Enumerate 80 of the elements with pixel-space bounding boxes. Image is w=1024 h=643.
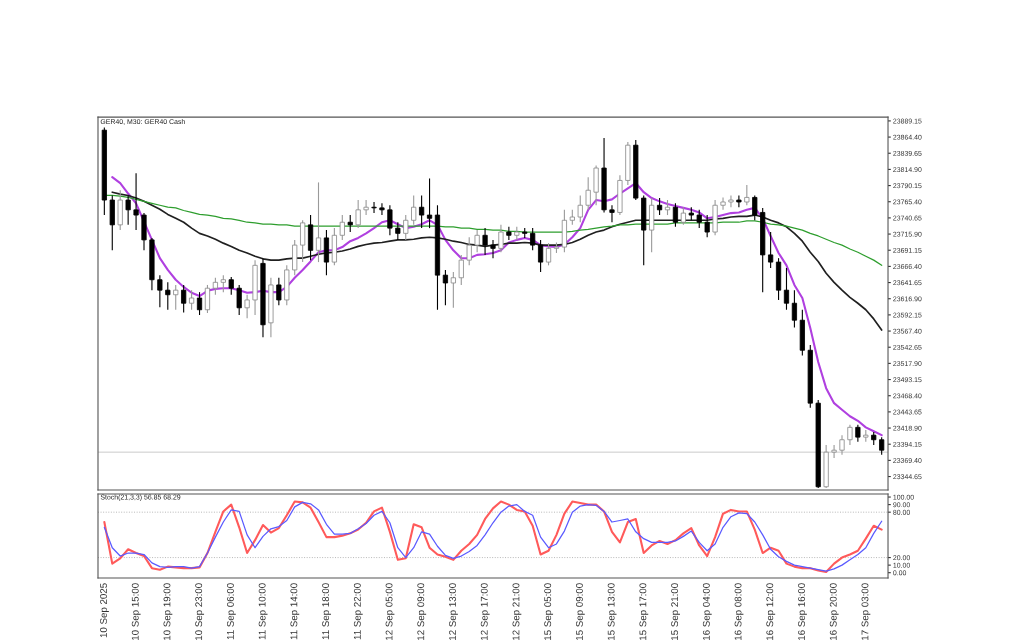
candlestick: [236, 284, 242, 316]
x-tick-label: 15 Sep 09:00: [575, 583, 585, 640]
candlestick: [545, 242, 552, 266]
candlestick: [783, 267, 790, 311]
candlestick: [458, 254, 464, 286]
candlestick: [133, 172, 139, 231]
candlestick: [696, 209, 702, 229]
x-tick-label: 11 Sep 14:00: [290, 583, 300, 640]
candlestick: [498, 224, 504, 253]
candlestick: [188, 289, 195, 311]
line-series: [111, 176, 883, 437]
candlestick: [537, 239, 544, 273]
candlestick: [355, 199, 361, 229]
candlestick: [173, 284, 179, 311]
candlestick: [752, 194, 758, 221]
x-tick-label: 17 Sep 03:00: [861, 583, 871, 640]
candlestick: [450, 271, 456, 309]
candlestick: [831, 444, 837, 459]
candlestick: [442, 269, 449, 306]
x-tick-label: 10 Sep 23:00: [195, 583, 205, 640]
candlestick: [196, 291, 203, 316]
candlestick: [672, 202, 679, 228]
candlestick: [157, 274, 163, 308]
candlestick: [426, 177, 433, 229]
x-tick-label: 16 Sep 12:00: [766, 583, 776, 640]
x-tick-label: 12 Sep 13:00: [449, 583, 458, 640]
candlestick: [704, 214, 710, 238]
candlestick: [276, 277, 282, 306]
candlestick: [339, 214, 345, 241]
candlestick: [363, 199, 369, 216]
candlestick: [165, 281, 171, 311]
candlestick: [585, 176, 591, 211]
candlestick: [490, 239, 496, 259]
candlestick: [315, 181, 322, 263]
candlestick: [466, 236, 472, 266]
x-tick-label: 11 Sep 18:00: [322, 583, 331, 640]
candlestick: [474, 229, 480, 253]
x-tick-label: 12 Sep 17:00: [480, 583, 490, 640]
x-tick-label: 15 Sep 13:00: [607, 583, 617, 640]
candlestick: [204, 284, 211, 314]
candlestick: [847, 424, 853, 446]
candlestick: [125, 194, 131, 226]
x-tick-label: 16 Sep 08:00: [734, 583, 744, 640]
x-tick-label: 15 Sep 17:00: [639, 583, 649, 640]
x-tick-label: 12 Sep 05:00: [385, 583, 395, 640]
candlestick: [411, 194, 417, 226]
candlestick: [181, 284, 187, 313]
x-tick-label: 16 Sep 16:00: [798, 583, 807, 640]
candlestick: [371, 201, 377, 214]
candlestick: [403, 214, 409, 241]
candlestick: [728, 194, 734, 208]
candlestick: [244, 294, 250, 319]
x-tick-label: 10 Sep 15:00: [131, 583, 141, 640]
candlestick: [482, 227, 488, 256]
x-tick-label: 12 Sep 09:00: [417, 583, 427, 640]
x-tick-label: 10 Sep 19:00: [163, 583, 173, 640]
candlestick: [577, 194, 583, 223]
x-tick-label: 12 Sep 21:00: [512, 583, 522, 640]
candlestick: [791, 289, 798, 328]
candlestick: [300, 219, 306, 263]
x-tick-label: 15 Sep 21:00: [671, 583, 680, 640]
candlestick: [744, 184, 750, 206]
x-tick-label: 16 Sep 04:00: [702, 583, 712, 640]
x-tick-label: 11 Sep 06:00: [226, 583, 236, 640]
candlestick: [720, 196, 726, 211]
line-series: [111, 191, 883, 331]
x-tick-label: 15 Sep 05:00: [544, 583, 554, 640]
candlestick: [419, 194, 425, 229]
candlestick: [530, 227, 536, 251]
candlestick: [506, 226, 512, 241]
candlestick: [736, 194, 742, 208]
x-tick-label: 11 Sep 22:00: [353, 583, 363, 640]
candlestick: [839, 434, 845, 456]
candlestick: [768, 231, 774, 269]
candlestick: [379, 202, 385, 216]
x-tick-label: 10 Sep 2025: [100, 583, 109, 638]
candlestick: [387, 204, 393, 236]
x-tick-label: 11 Sep 10:00: [258, 583, 268, 640]
candlestick: [609, 204, 615, 223]
x-tick-label: 16 Sep 20:00: [829, 583, 839, 640]
